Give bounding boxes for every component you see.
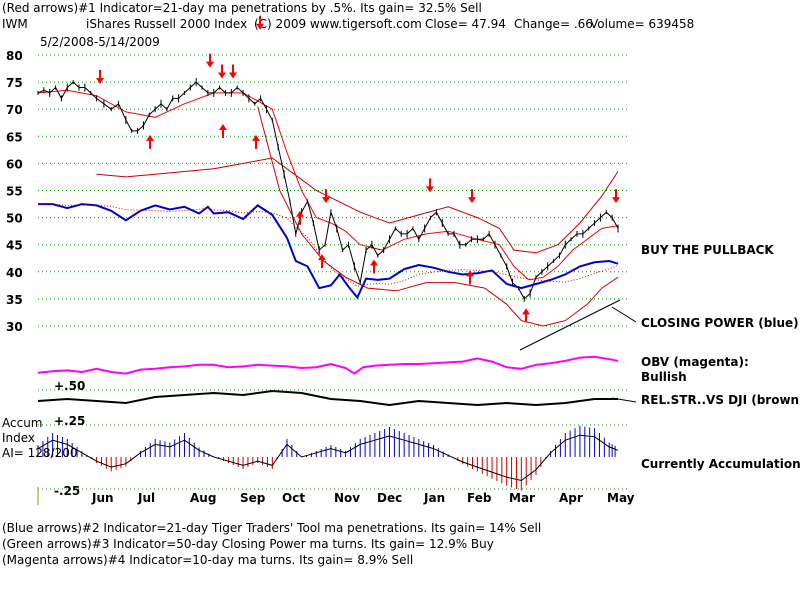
plot-area [37, 15, 637, 491]
signal-arrow-9 [322, 189, 330, 204]
signal-arrow-2 [206, 53, 214, 68]
x-tick-dec: Dec [377, 491, 402, 505]
rel-strength-line [37, 389, 618, 407]
arrow-head [219, 124, 227, 131]
change-value: Change= .66 [514, 17, 593, 31]
symbol: IWM [2, 17, 28, 31]
y-tick-40: 40 [6, 266, 23, 280]
footer-line3: (Magenta arrows)#4 Indicator=10-day ma t… [2, 553, 413, 567]
x-tick-nov: Nov [334, 491, 360, 505]
arrow-head [296, 210, 304, 217]
buy-annotation: BUY THE PULLBACK [641, 243, 774, 257]
arrow-head [370, 259, 378, 266]
closing-power-line [38, 203, 619, 300]
arrow-head [318, 254, 326, 261]
closing-power-pointer [611, 306, 637, 323]
signal-arrow-16 [612, 189, 620, 204]
signal-arrow-3 [218, 64, 226, 79]
signal-arrow-7 [256, 15, 264, 30]
signal-arrow-10 [318, 254, 326, 269]
y-tick-35: 35 [6, 293, 23, 307]
closing-power-annotation: CLOSING POWER (blue): [641, 316, 800, 330]
x-tick-apr: Apr [559, 491, 583, 505]
accum-label-1: Accum [2, 416, 43, 430]
upper-band-line [96, 157, 619, 254]
arrow-head [426, 186, 434, 193]
signal-arrow-13 [468, 189, 476, 204]
footer-line2: (Green arrows)#3 Indicator=50-day Closin… [2, 537, 494, 551]
x-tick-jun: Jun [91, 491, 114, 505]
index-name: iShares Russell 2000 Index [86, 17, 247, 31]
accum-ma-line [37, 434, 619, 482]
rel-strength-annotation: REL.STR..VS DJI (brown): [641, 393, 800, 407]
x-tick-jan: Jan [423, 491, 445, 505]
signal-arrow-11 [370, 259, 378, 274]
x-tick-oct: Oct [282, 491, 305, 505]
x-tick-sep: Sep [240, 491, 266, 505]
x-tick-feb: Feb [467, 491, 492, 505]
arrow-head [522, 308, 530, 315]
copyright: (C) 2009 www.tigersoft.com [254, 17, 422, 31]
arrow-head [146, 134, 154, 141]
arrow-head [252, 134, 260, 141]
signal-arrow-4 [229, 64, 237, 79]
arrow-head [206, 61, 214, 68]
x-tick-mar: Mar [509, 491, 535, 505]
arrow-head [322, 197, 330, 204]
signal-arrow-6 [252, 134, 260, 149]
accum-label-2: Index [2, 431, 35, 445]
signal-arrow-12 [426, 178, 434, 193]
signal-arrow-8 [296, 210, 304, 225]
obv-annotation: OBV (magenta): [641, 355, 749, 369]
header-line1: (Red arrows)#1 Indicator=21-day ma penet… [2, 1, 482, 15]
arrow-head [256, 23, 264, 30]
signal-arrow-14 [466, 270, 474, 285]
footer-line1: (Blue arrows)#2 Indicator=21-day Tiger T… [2, 521, 541, 535]
price-line [37, 81, 619, 300]
y-axis: 80 75 70 65 60 55 50 45 40 35 30 [6, 49, 23, 334]
trend-line [519, 299, 621, 351]
arrow-head [229, 72, 237, 79]
signal-arrow-5 [219, 124, 227, 139]
date-range: 5/2/2008-5/14/2009 [40, 35, 160, 49]
volume-value: Volume= 639458 [590, 17, 694, 31]
rs-upper-label: +.50 [54, 379, 85, 393]
y-tick-65: 65 [6, 130, 23, 144]
accum-upper-label: +.25 [54, 414, 85, 428]
arrow-head [468, 197, 476, 204]
arrow-head [612, 197, 620, 204]
rel-strength-pointer [611, 397, 637, 403]
accum-label-3: AI= 128/200 [2, 446, 77, 460]
y-tick-55: 55 [6, 185, 23, 199]
x-tick-aug: Aug [190, 491, 216, 505]
ma21-line [37, 89, 619, 281]
y-tick-75: 75 [6, 76, 23, 90]
lower-band-line [257, 106, 619, 327]
accum-status: Currently Accumulation [641, 457, 800, 471]
arrow-head [466, 270, 474, 277]
y-tick-70: 70 [6, 103, 23, 117]
y-tick-80: 80 [6, 49, 23, 63]
close-value: Close= 47.94 [425, 17, 506, 31]
x-tick-jul: Jul [137, 491, 155, 505]
signal-arrow-0 [96, 69, 104, 84]
arrow-head [218, 72, 226, 79]
y-tick-45: 45 [6, 239, 23, 253]
obv-annotation-2: Bullish [641, 370, 687, 384]
arrow-head [96, 77, 104, 84]
y-tick-60: 60 [6, 157, 23, 171]
closing-power-ma-line [38, 203, 619, 287]
y-tick-30: 30 [6, 320, 23, 334]
signal-arrow-1 [146, 134, 154, 149]
y-tick-50: 50 [6, 212, 23, 226]
obv-line [37, 355, 619, 375]
accum-lower-label: -.25 [54, 484, 80, 498]
x-tick-may: May [607, 491, 635, 505]
signal-arrow-15 [522, 308, 530, 323]
x-axis: Jun Jul Aug Sep Oct Nov Dec Jan Feb Mar Apr May [91, 491, 635, 505]
